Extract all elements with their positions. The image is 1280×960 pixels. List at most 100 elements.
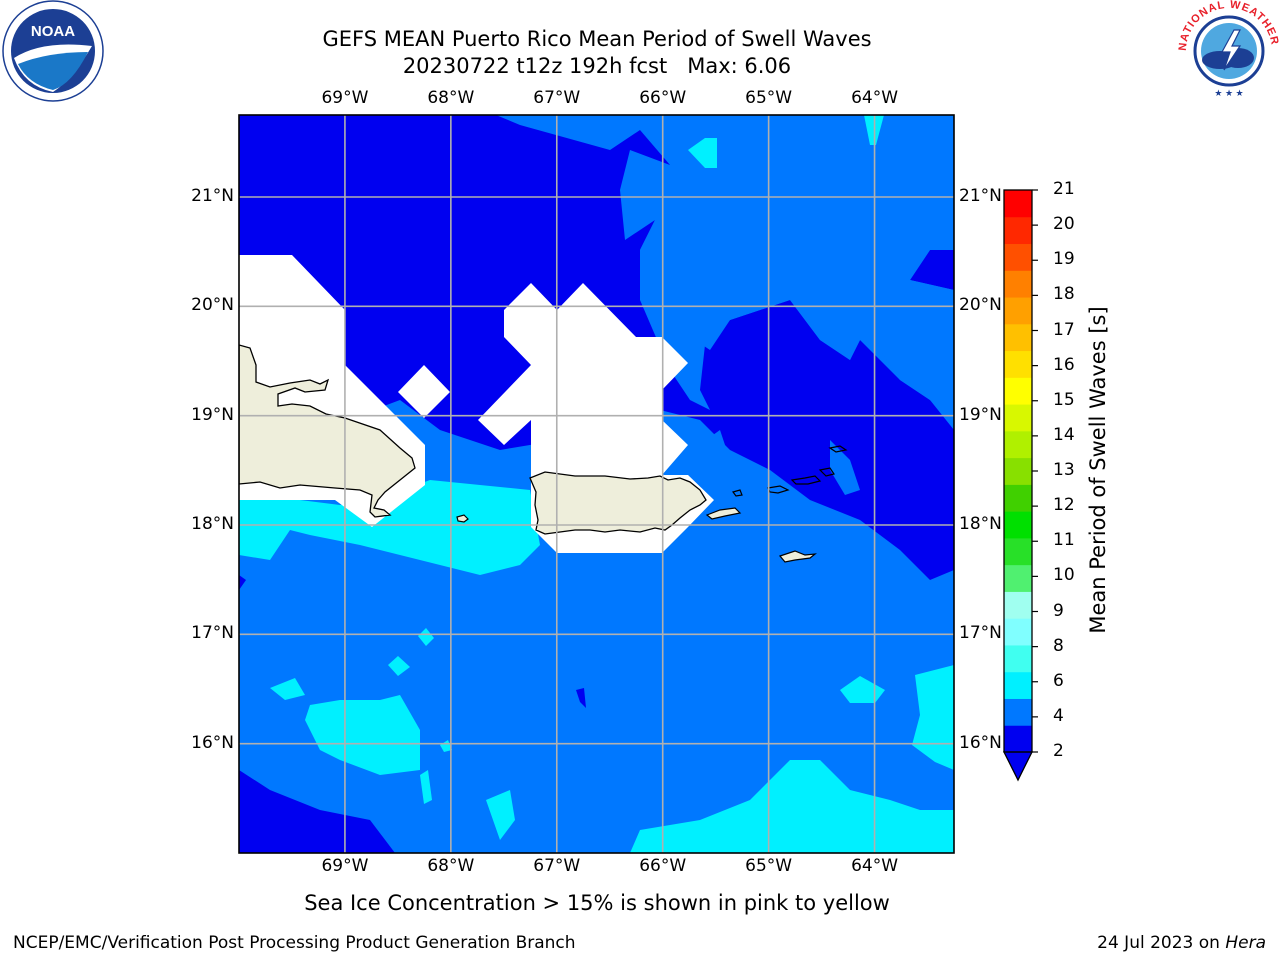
colorbar-tick-label: 13 [1053, 460, 1075, 480]
map-frame [238, 114, 955, 854]
lon-tick-label: 68°W [427, 88, 475, 108]
gridlines [239, 115, 954, 853]
band-4-6-north [688, 138, 717, 168]
lon-tick-label: 66°W [639, 88, 687, 108]
noaa-logo-text: NOAA [31, 23, 75, 40]
band-below-2-south [239, 770, 395, 853]
colorbar-swatch [1004, 270, 1032, 298]
colorbar-swatch [1004, 297, 1032, 325]
colorbar-tick-label: 12 [1053, 495, 1075, 516]
virgin-islands-small [818, 467, 835, 477]
virgin-islands-anegada [828, 445, 848, 453]
colorbar-swatch [1004, 698, 1032, 726]
sea-ice-note: Sea Ice Concentration > 15% is shown in … [304, 891, 890, 915]
band-2-4-mid-tongue [830, 440, 860, 495]
footer-machine: Hera [1225, 933, 1266, 953]
band-4-6-spot-3 [418, 628, 434, 646]
colorbar-swatch [1004, 350, 1032, 378]
lat-tick-label: 20°N [191, 295, 234, 316]
colorbar-swatch [1004, 216, 1032, 245]
nws-logo: NATIONAL WEATHER SERVICE ★ ★ ★ [1178, 0, 1280, 100]
lat-tick-label: 18°N [191, 514, 234, 534]
lat-tick-label: 16°N [191, 732, 234, 753]
band-4-6-spot-1 [270, 678, 305, 700]
colorbar-swatch [1004, 591, 1032, 619]
colorbar-swatch [1004, 564, 1032, 592]
band-below-2-west [239, 575, 246, 590]
colorbar-swatch [1004, 323, 1032, 352]
colorbar-extend-arrow [1002, 751, 1034, 782]
colorbar-tick-label: 19 [1053, 249, 1075, 270]
colorbar-swatch [1004, 511, 1032, 539]
colorbar-swatch [1004, 671, 1032, 699]
colorbar-swatch [1004, 484, 1032, 512]
virgin-islands-tortola [790, 475, 822, 485]
lon-tick-label: 64°W [851, 88, 899, 108]
lon-tick-label: 64°W [851, 856, 899, 876]
lon-tick-label: 69°W [321, 88, 369, 108]
band-2-4-north-tongue [620, 115, 954, 430]
band-4-6-east [840, 676, 885, 703]
colorbar-tick-label: 9 [1053, 600, 1064, 621]
colorbar-swatch [1004, 537, 1032, 566]
colorbar-swatch [1004, 644, 1032, 673]
band-4-6-south-ocean [630, 760, 954, 853]
lon-tick-label: 67°W [533, 88, 581, 108]
colorbar-tick-label: 16 [1053, 354, 1075, 375]
lon-tick-label: 66°W [639, 856, 687, 876]
colorbar-swatch [1004, 190, 1032, 218]
lat-tick-label: 20°N [959, 295, 1002, 316]
lat-tick-label: 21°N [191, 186, 234, 206]
mona-island [456, 514, 469, 523]
footer-organization: NCEP/EMC/Verification Post Processing Pr… [13, 933, 576, 953]
colorbar-tick-label: 14 [1053, 424, 1075, 445]
footer-date: 24 Jul 2023 on Hera [1097, 933, 1266, 953]
colorbar-tick-label: 8 [1053, 635, 1064, 656]
band-4-6-spot-4 [486, 790, 515, 840]
lon-tick-label: 69°W [321, 856, 369, 876]
colorbar-tick-label: 6 [1053, 670, 1064, 691]
lat-tick-label: 17°N [191, 623, 234, 644]
virgin-islands-st-thomas [767, 485, 790, 494]
colorbar-tick-label: 18 [1053, 284, 1075, 305]
svg-text:★ ★ ★: ★ ★ ★ [1214, 88, 1243, 98]
lat-tick-label: 18°N [959, 514, 1002, 534]
lon-tick-label: 68°W [427, 856, 475, 876]
masked-area-diamond [398, 365, 450, 418]
st-croix-island [778, 550, 817, 563]
lon-tick-label: 65°W [745, 88, 793, 108]
band-4-6-spot-2 [388, 656, 410, 676]
colorbar-title: Mean Period of Swell Waves [s] [1086, 306, 1110, 634]
colorbar-tick-label: 2 [1053, 741, 1064, 761]
colorbar-swatch [1004, 243, 1032, 271]
colorbar-tick-label: 15 [1053, 389, 1075, 410]
colorbar-swatch [1004, 618, 1032, 646]
colorbar-tick-label: 4 [1053, 705, 1064, 726]
colorbar-tick-label: 17 [1053, 319, 1075, 340]
band-2-4-east-tongue [706, 430, 735, 505]
colorbar-swatch [1004, 457, 1032, 485]
vieques-island [705, 507, 742, 520]
chart-subtitle: 20230722 t12z 192h fcst Max: 6.06 [402, 54, 792, 78]
band-below-2-spot [576, 688, 586, 708]
colorbar-tick-label: 11 [1053, 530, 1075, 551]
lat-tick-label: 21°N [959, 186, 1002, 206]
lat-tick-label: 19°N [959, 404, 1002, 425]
lat-tick-label: 19°N [191, 404, 234, 425]
colorbar-tick-label: 10 [1053, 565, 1075, 586]
lon-tick-label: 65°W [745, 856, 793, 876]
lon-tick-label: 67°W [533, 856, 581, 876]
colorbar-swatch [1004, 430, 1032, 459]
culebra-island [731, 489, 743, 497]
band-4-6-south-coast [239, 480, 540, 575]
band-4-6-spot-5 [420, 770, 432, 804]
lat-tick-label: 16°N [959, 732, 1002, 753]
hispaniola-land [239, 344, 416, 518]
noaa-logo: NOAA [2, 0, 104, 102]
colorbar-tick-label: 21 [1053, 179, 1075, 199]
footer-date-text: 24 Jul 2023 on [1097, 933, 1226, 953]
colorbar-swatch [1004, 377, 1032, 405]
colorbar-swatch [1004, 725, 1032, 753]
chart-title: GEFS MEAN Puerto Rico Mean Period of Swe… [322, 27, 872, 51]
